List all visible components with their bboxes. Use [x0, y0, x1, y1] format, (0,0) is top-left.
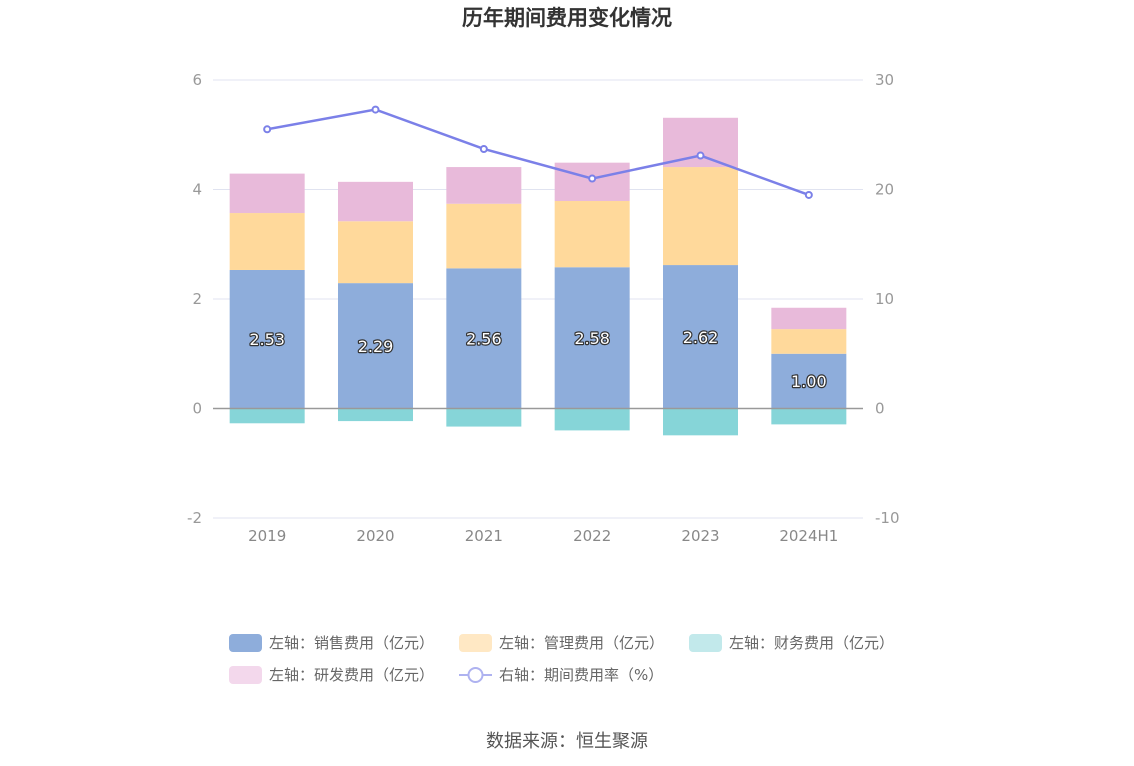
right-tick-label: 30 — [875, 71, 894, 89]
rate-series-line — [266, 108, 810, 197]
bar — [771, 408, 847, 425]
rate-line — [263, 105, 813, 199]
bar — [554, 267, 630, 409]
left-tick-label: 2 — [192, 290, 202, 308]
bar — [229, 213, 305, 270]
bar — [338, 181, 413, 222]
legend-label: 左轴：销售费用（亿元） — [269, 634, 434, 652]
left-axis-ticks: -2 0 2 4 6 — [187, 71, 202, 527]
x-tick-label: 2023 — [681, 527, 719, 545]
x-tick-label: 2024H1 — [779, 527, 838, 545]
x-axis-ticks: 2019 2020 2021 2022 2023 2024H1 — [248, 527, 838, 545]
left-tick-label: 6 — [192, 71, 202, 89]
x-tick-label: 2019 — [248, 527, 286, 545]
legend-label: 右轴：期间费用率（%） — [499, 666, 663, 684]
bar — [338, 408, 413, 422]
legend: 左轴：销售费用（亿元） 左轴：管理费用（亿元） 左轴：财务费用（亿元） 左轴：研发费用… — [229, 634, 894, 684]
left-tick-label: -2 — [187, 509, 202, 527]
x-tick-label: 2020 — [356, 527, 394, 545]
bar — [229, 408, 305, 424]
bar — [554, 408, 630, 431]
left-tick-label: 4 — [192, 181, 202, 199]
bar — [446, 268, 522, 409]
right-axis-ticks: -10 0 10 20 30 — [875, 71, 900, 527]
bar — [663, 265, 738, 409]
bar-value-label: 2.29 — [358, 337, 394, 356]
rate-point — [479, 144, 488, 153]
bar — [446, 203, 522, 269]
legend-label: 左轴：管理费用（亿元） — [499, 634, 664, 652]
bar — [338, 221, 413, 284]
legend-swatch — [229, 666, 262, 684]
bar — [663, 408, 738, 436]
bar — [446, 167, 522, 204]
rate-point — [804, 190, 813, 199]
data-source: 数据来源：恒生聚源 — [486, 731, 648, 752]
bar-value-label: 2.53 — [249, 330, 285, 349]
legend-swatch — [459, 634, 492, 652]
bar — [554, 200, 630, 268]
chart-title: 历年期间费用变化情况 — [462, 6, 672, 30]
rate-point — [371, 105, 380, 114]
bar-value-label: 2.58 — [574, 329, 610, 348]
rate-point — [588, 174, 597, 183]
right-tick-label: 0 — [875, 400, 885, 418]
grid-lines — [213, 79, 863, 519]
rate-point — [696, 151, 705, 160]
rate-point — [263, 125, 272, 134]
bar — [446, 408, 522, 427]
right-tick-label: 20 — [875, 181, 894, 199]
bar — [771, 307, 847, 330]
right-tick-label: 10 — [875, 290, 894, 308]
right-tick-label: -10 — [875, 509, 900, 527]
bar — [663, 167, 738, 266]
bar-value-label: 2.56 — [466, 329, 502, 348]
bar — [771, 329, 847, 354]
legend-swatch — [689, 634, 722, 652]
bar-labels: 2.53 2.29 2.56 2.58 2.62 1.00 — [248, 327, 828, 393]
legend-marker — [467, 667, 484, 683]
bar — [338, 283, 413, 409]
legend-swatch — [229, 634, 262, 652]
bar — [771, 353, 847, 409]
x-tick-label: 2021 — [465, 527, 503, 545]
bar — [663, 117, 738, 168]
bars — [229, 117, 847, 436]
bar — [229, 173, 305, 214]
x-tick-label: 2022 — [573, 527, 611, 545]
bar-value-label: 2.62 — [683, 328, 719, 347]
bar-value-label: 1.00 — [791, 372, 827, 391]
bar — [229, 269, 305, 409]
legend-label: 左轴：研发费用（亿元） — [269, 666, 434, 684]
left-tick-label: 0 — [192, 400, 202, 418]
legend-label: 左轴：财务费用（亿元） — [729, 634, 894, 652]
